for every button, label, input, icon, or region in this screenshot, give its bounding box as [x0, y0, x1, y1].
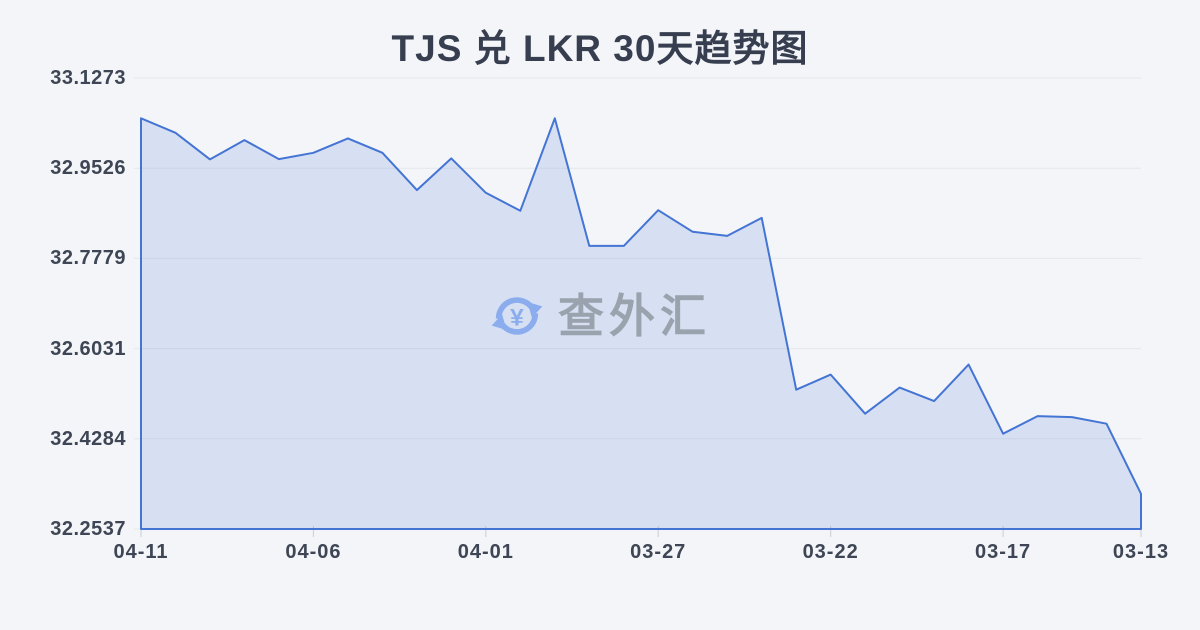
x-axis-tick-label: 04-06: [285, 541, 342, 563]
y-axis-tick-label: 32.9526: [50, 157, 126, 180]
y-axis-tick-label: 32.2537: [50, 518, 126, 540]
x-axis-tick-label: 03-17: [974, 541, 1032, 563]
y-axis-tick-label: 32.7779: [50, 247, 126, 270]
y-axis-labels: 33.1273 32.9526 32.7779 32.6031 32.4284 32.25…: [0, 0, 126, 630]
x-axis-labels: 04-11 04-06 04-01 03-27 03-22 03-17 03-13: [0, 541, 1200, 571]
price-area-series: [140, 117, 1142, 530]
x-axis-tick-label: 03-13: [1112, 541, 1170, 563]
x-axis-tick-label: 03-22: [802, 541, 859, 563]
y-axis-tick-label: 33.1273: [50, 67, 126, 89]
y-axis-tick-label: 32.4284: [50, 427, 126, 450]
chart-title: TJS 兑 LKR 30天趋势图: [391, 28, 809, 69]
x-axis-tick-label: 04-01: [457, 541, 514, 563]
x-axis-tick-label: 04-11: [113, 541, 169, 563]
y-axis-tick-label: 32.6031: [50, 337, 126, 360]
x-axis-tick-label: 03-27: [630, 541, 687, 563]
